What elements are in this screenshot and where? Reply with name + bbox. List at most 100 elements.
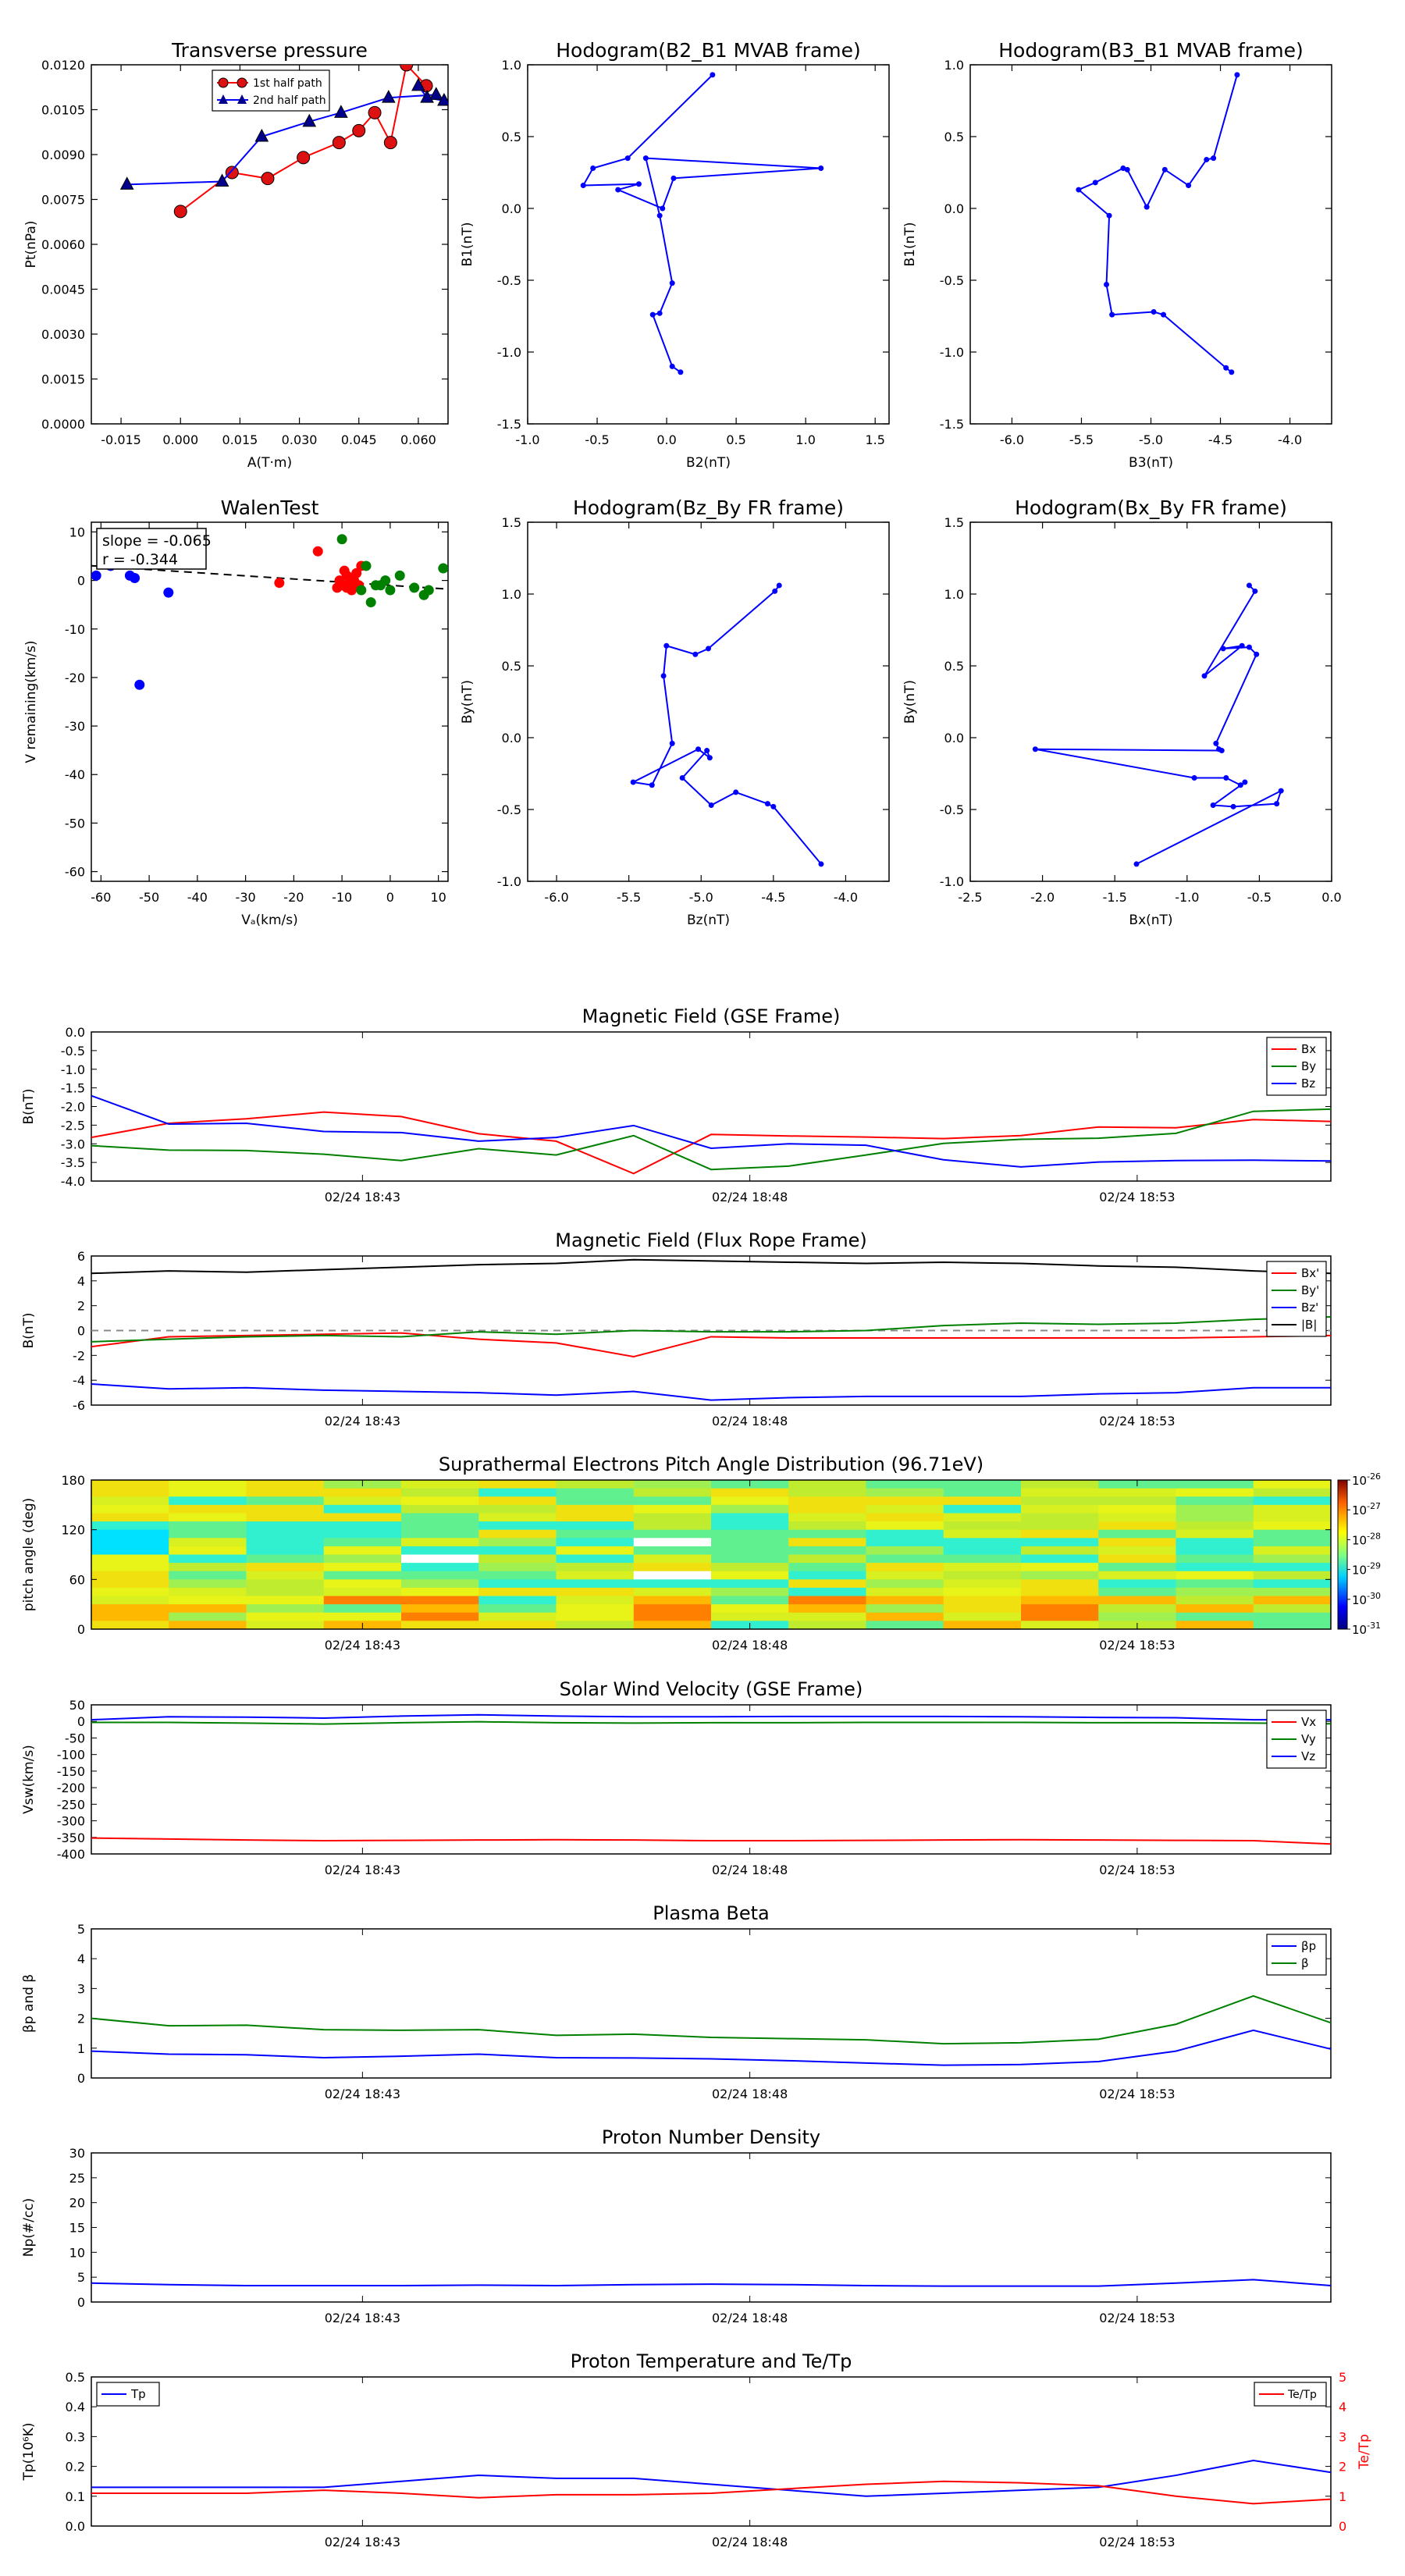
- heatmap-cell: [323, 1488, 402, 1497]
- y-tick-label: 0.0105: [41, 103, 85, 118]
- heatmap-cell: [711, 1546, 789, 1555]
- y-tick-label: 0.0: [502, 201, 521, 216]
- x-tick-label: 0.030: [282, 432, 318, 447]
- data-point: [772, 588, 778, 594]
- heatmap-cell: [711, 1504, 789, 1514]
- y-tick-label: -1.0: [61, 1062, 85, 1077]
- y2-tick-label: 1: [1339, 2489, 1346, 2504]
- data-point: [1076, 187, 1082, 193]
- heatmap-cell: [866, 1496, 944, 1506]
- heatmap-cell: [556, 1521, 635, 1531]
- data-point: [368, 105, 382, 119]
- heatmap-cell: [246, 1571, 325, 1580]
- data-point: [624, 155, 631, 162]
- heatmap-cell: [1253, 1587, 1332, 1597]
- data-point: [1201, 673, 1208, 679]
- y-axis-label: Vsw(km/s): [21, 1745, 37, 1814]
- series-line: [630, 585, 822, 865]
- y-tick-label: 1.0: [502, 58, 521, 73]
- y-tick-label: -3.0: [61, 1137, 85, 1151]
- heatmap-cell: [556, 1554, 635, 1564]
- y-tick-label: 0.0: [944, 201, 964, 216]
- heatmap-cell: [556, 1571, 635, 1580]
- heatmap-cell: [1098, 1596, 1176, 1605]
- x-tick-label: 0.5: [726, 432, 745, 447]
- heatmap-cell: [1021, 1504, 1099, 1514]
- x-tick-label: -5.0: [689, 890, 713, 905]
- panel-np: Proton Number Density 0 5 10 15 20 25 30 02/24 1…: [21, 2126, 1332, 2325]
- x-tick-label: -6.0: [1000, 432, 1024, 447]
- plot-area: [91, 534, 448, 690]
- y-tick-label: 0.3: [66, 2429, 85, 2444]
- heatmap-cell: [91, 1513, 169, 1522]
- heatmap-cell: [788, 1571, 866, 1580]
- x-tick-label: 02/24 18:43: [325, 2087, 400, 2101]
- x-tick-label: -5.5: [617, 890, 641, 905]
- panel-beta: Plasma Beta 0 1 2 3 4 5 02/24 18:43 02/24 18:48 0…: [21, 1902, 1332, 2101]
- x-axis-label: Vₐ(km/s): [241, 913, 298, 928]
- x-tick-label: -20: [283, 890, 304, 905]
- heatmap-cell: [1253, 1488, 1332, 1497]
- chart-title: WalenTest: [221, 496, 319, 519]
- heatmap-cell: [1098, 1529, 1176, 1539]
- y-tick-label: -40: [65, 767, 85, 782]
- heatmap-cell: [788, 1496, 866, 1506]
- y-tick-label: -4.0: [61, 1174, 85, 1189]
- heatmap-cell: [401, 1571, 479, 1580]
- colorbar-exponent: -26: [1367, 1471, 1381, 1482]
- y-tick-label: -0.5: [497, 802, 521, 817]
- heatmap-cell: [633, 1546, 712, 1555]
- heatmap-cell: [478, 1546, 557, 1555]
- data-point: [1032, 746, 1038, 753]
- y2-tick-label: 4: [1339, 2400, 1346, 2414]
- y-tick-label: -200: [57, 1781, 85, 1795]
- heatmap-cell: [478, 1612, 557, 1621]
- heatmap-cell: [1253, 1504, 1332, 1514]
- heatmap-cell: [169, 1612, 247, 1621]
- plot-area: [1076, 72, 1240, 375]
- legend-label: 1st half path: [253, 77, 322, 90]
- heatmap-cell: [633, 1571, 712, 1580]
- x-tick-label: 02/24 18:53: [1099, 1863, 1175, 1877]
- heatmap-cell: [556, 1596, 635, 1605]
- series-line: [91, 1332, 1332, 1357]
- x-tick-label: 02/24 18:43: [325, 2311, 400, 2325]
- y-tick-label: -1.0: [940, 874, 964, 889]
- heatmap-cell: [1253, 1604, 1332, 1614]
- heatmap-cell: [169, 1596, 247, 1605]
- heatmap-cell: [788, 1612, 866, 1621]
- data-point: [1223, 775, 1229, 781]
- y-tick-label: 4: [77, 1274, 85, 1289]
- colorbar-exponent: -30: [1367, 1591, 1381, 1601]
- data-point: [1234, 72, 1240, 78]
- heatmap-cell: [246, 1621, 325, 1630]
- plot-frame: [91, 64, 449, 425]
- heatmap-cell: [866, 1546, 944, 1555]
- y2-tick-label: 3: [1339, 2429, 1346, 2444]
- heatmap-cell: [556, 1587, 635, 1597]
- y-tick-label: 2: [77, 1299, 85, 1314]
- y-tick-label: 4: [77, 1952, 85, 1966]
- heatmap-cell: [1253, 1529, 1332, 1539]
- x-tick-label: -1.5: [1103, 890, 1127, 905]
- heatmap-cell: [1176, 1480, 1254, 1489]
- heatmap-cell: [478, 1604, 557, 1614]
- y-axis-label: By(nT): [460, 680, 475, 724]
- y-tick-label: 5: [77, 1922, 85, 1937]
- r-label: r = -0.344: [102, 551, 178, 568]
- y2-tick-label: 2: [1339, 2460, 1346, 2475]
- legend: Bx By Bz: [1266, 1037, 1327, 1096]
- heatmap-cell: [1253, 1621, 1332, 1630]
- data-point: [704, 748, 710, 754]
- x-tick-label: -0.5: [1247, 890, 1272, 905]
- heatmap-cell: [943, 1579, 1022, 1589]
- heatmap-cell: [711, 1612, 789, 1621]
- data-point: [710, 72, 716, 78]
- heatmap-cell: [478, 1563, 557, 1572]
- y-tick-label: 60: [69, 1572, 85, 1587]
- data-point: [394, 570, 405, 581]
- y-tick-label: 0.0120: [41, 58, 85, 73]
- data-point: [580, 183, 586, 189]
- heatmap-cell: [866, 1571, 944, 1580]
- x-tick-label: -4.0: [834, 890, 858, 905]
